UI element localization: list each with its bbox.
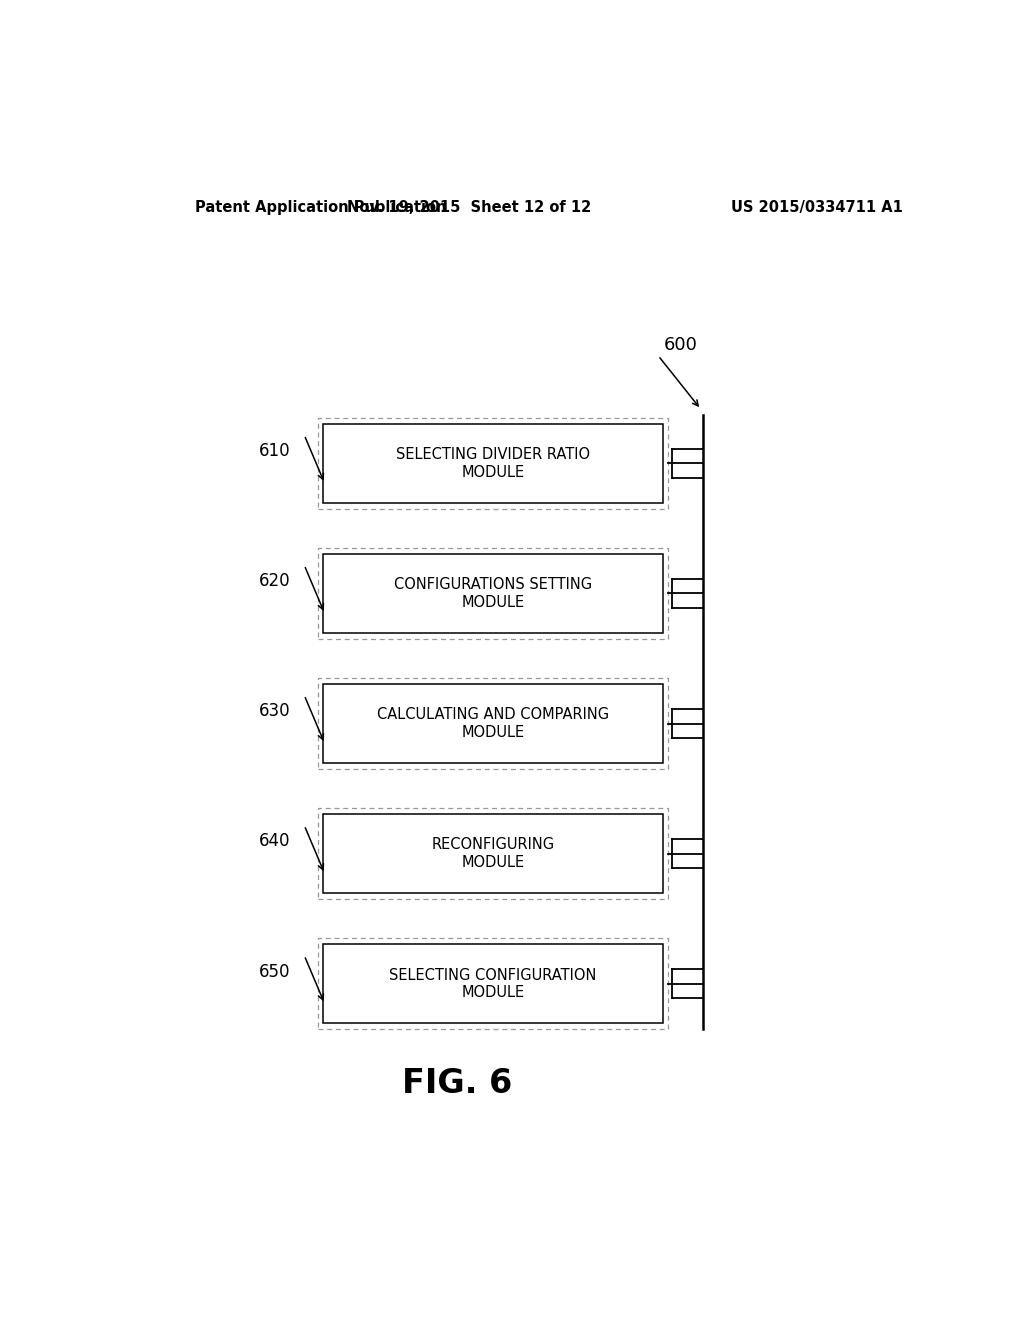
Text: US 2015/0334711 A1: US 2015/0334711 A1 [731,199,903,215]
Bar [318,417,668,510]
Text: 620: 620 [259,573,291,590]
Text: RECONFIGURING
MODULE: RECONFIGURING MODULE [431,837,555,870]
Bar [318,677,668,770]
Text: 610: 610 [259,442,291,461]
Text: 600: 600 [664,337,697,354]
Text: Patent Application Publication: Patent Application Publication [196,199,446,215]
Bar [324,424,663,503]
Text: SELECTING CONFIGURATION
MODULE: SELECTING CONFIGURATION MODULE [389,968,597,1001]
Bar [324,814,663,894]
Text: CONFIGURATIONS SETTING
MODULE: CONFIGURATIONS SETTING MODULE [394,577,592,610]
Bar [324,944,663,1023]
Text: CALCULATING AND COMPARING
MODULE: CALCULATING AND COMPARING MODULE [377,708,609,739]
Bar [318,808,668,899]
Text: 630: 630 [259,702,291,721]
Text: 640: 640 [259,833,291,850]
Text: 650: 650 [259,962,291,981]
Text: SELECTING DIVIDER RATIO
MODULE: SELECTING DIVIDER RATIO MODULE [396,447,590,479]
Text: FIG. 6: FIG. 6 [402,1067,512,1100]
Bar [324,684,663,763]
Text: Nov. 19, 2015  Sheet 12 of 12: Nov. 19, 2015 Sheet 12 of 12 [347,199,592,215]
Bar [324,554,663,634]
Bar [318,548,668,639]
Bar [318,939,668,1030]
